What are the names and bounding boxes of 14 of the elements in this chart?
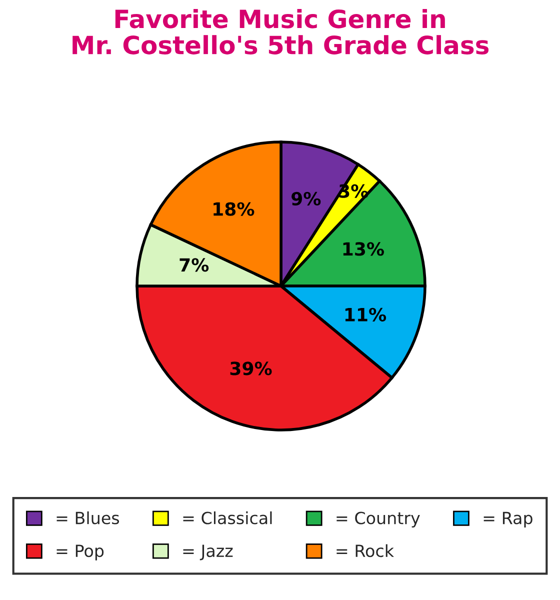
data-label: 18% bbox=[214, 202, 254, 216]
legend-label: = Pop bbox=[56, 544, 104, 560]
legend-label: = Rap bbox=[484, 512, 532, 528]
legend-label: = Rock bbox=[336, 544, 394, 558]
data-label: 39% bbox=[230, 362, 272, 376]
legend-label: = Classical bbox=[183, 511, 272, 524]
data-label: 9% bbox=[292, 192, 321, 206]
legend-label: = Jazz bbox=[183, 544, 233, 560]
chart-title: Favorite Music Genre in Mr. Costello's 5th Grade Class bbox=[72, 9, 489, 54]
legend-label: = Country bbox=[336, 512, 420, 528]
data-label: 11% bbox=[345, 308, 386, 322]
data-label: 7% bbox=[180, 258, 209, 272]
data-label: 13% bbox=[343, 242, 384, 256]
legend-label: = Blues bbox=[56, 511, 120, 524]
